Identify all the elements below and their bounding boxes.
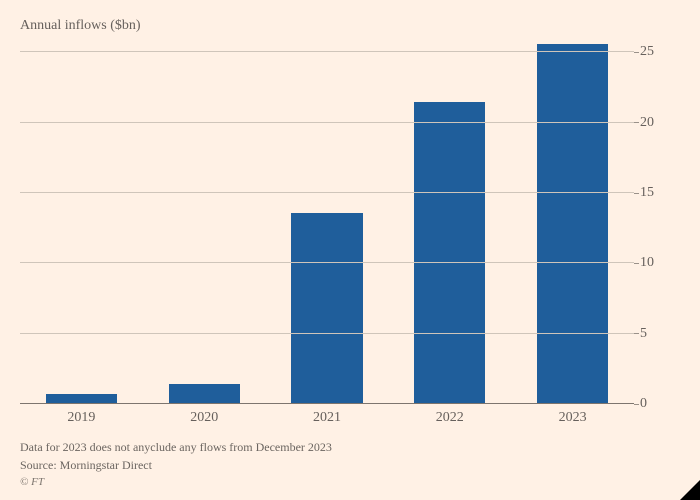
x-tick-label: 2022 [436,410,464,426]
plot-region [20,44,634,404]
y-tick-label: 5 [640,326,647,342]
y-tick-mark [634,404,639,405]
grid-line [20,122,634,123]
y-tick-mark [634,122,639,123]
grid-line [20,51,634,52]
footnote-source: Source: Morningstar Direct [20,456,680,474]
chart-subtitle: Annual inflows ($bn) [20,18,680,34]
grid-line [20,262,634,263]
y-tick-label: 25 [640,44,654,60]
bar [537,44,608,404]
bar [291,213,362,404]
y-tick-label: 20 [640,115,654,131]
copyright: © FT [20,476,680,488]
y-tick-mark [634,193,639,194]
x-tick-label: 2021 [313,410,341,426]
bar [169,384,240,404]
bars-group [20,44,634,404]
x-axis: 2019 2020 2021 2022 2023 [20,404,634,428]
x-tick-label: 2020 [190,410,218,426]
footnotes: Data for 2023 does not anyclude any flow… [20,438,680,474]
y-tick-mark [634,333,639,334]
ft-corner-flag [680,480,700,500]
y-tick-label: 0 [640,396,647,412]
bar [414,102,485,404]
x-tick-label: 2023 [559,410,587,426]
y-tick-mark [634,52,639,53]
grid-line [20,192,634,193]
y-tick-label: 15 [640,185,654,201]
grid-line [20,333,634,334]
y-tick-label: 10 [640,255,654,271]
x-tick-label: 2019 [67,410,95,426]
footnote-data: Data for 2023 does not anyclude any flow… [20,438,680,456]
chart-container: Annual inflows ($bn) 0 5 10 15 20 25 2019 2020… [0,0,700,500]
y-tick-mark [634,263,639,264]
chart-area: 0 5 10 15 20 25 2019 2020 2021 2022 2023 [20,44,680,428]
y-axis: 0510152025 [634,44,680,404]
